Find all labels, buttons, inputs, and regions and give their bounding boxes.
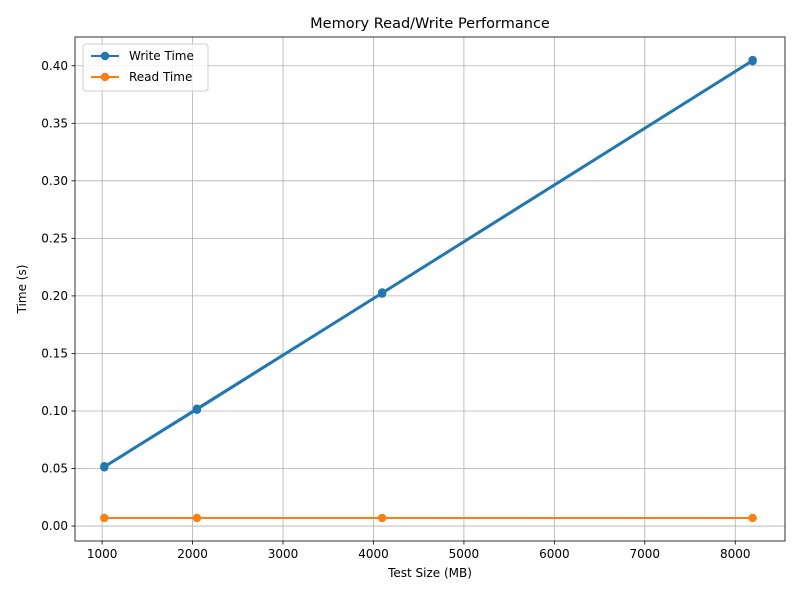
data-point bbox=[377, 288, 387, 297]
legend-label: Read Time bbox=[129, 70, 192, 84]
data-point bbox=[748, 55, 757, 65]
axis-ticks: 1000 2000 3000 4000 5000 6000 7000 8000 0.00 0.05… bbox=[41, 59, 750, 561]
data-point bbox=[100, 462, 109, 471]
y-tick-label: 0.00 bbox=[41, 519, 68, 533]
y-tick-label: 0.35 bbox=[41, 116, 68, 130]
x-tick-label: 2000 bbox=[177, 547, 208, 561]
x-tick-label: 3000 bbox=[268, 547, 299, 561]
y-tick-label: 0.05 bbox=[41, 462, 68, 476]
data-point bbox=[377, 513, 387, 523]
legend-item: Write Time bbox=[91, 49, 194, 63]
y-tick-label: 0.40 bbox=[41, 59, 68, 73]
y-tick-label: 0.20 bbox=[41, 289, 68, 303]
data-point bbox=[100, 513, 109, 523]
data-point bbox=[192, 513, 202, 523]
x-tick-label: 6000 bbox=[539, 547, 570, 561]
x-tick-label: 7000 bbox=[630, 547, 661, 561]
plot-frame bbox=[74, 36, 786, 542]
y-tick-label: 0.15 bbox=[41, 346, 68, 360]
data-point bbox=[748, 513, 757, 523]
chart-title: Memory Read/Write Performance bbox=[310, 16, 550, 32]
y-tick-label: 0.25 bbox=[41, 231, 68, 245]
y-axis-label: Time (s) bbox=[15, 265, 29, 315]
grid bbox=[75, 37, 785, 541]
y-tick-label: 0.10 bbox=[41, 404, 68, 418]
series-line bbox=[103, 59, 754, 469]
legend: Write Time Read Time bbox=[82, 43, 209, 92]
x-tick-label: 8000 bbox=[720, 547, 751, 561]
legend-label: Write Time bbox=[129, 49, 194, 63]
y-tick-label: 0.30 bbox=[41, 174, 68, 188]
series-write-time bbox=[100, 55, 757, 472]
x-tick-label: 4000 bbox=[358, 547, 389, 561]
series-read-time bbox=[100, 513, 757, 523]
series-group bbox=[100, 55, 757, 523]
legend-swatch-marker bbox=[100, 72, 110, 82]
x-tick-label: 1000 bbox=[87, 547, 118, 561]
legend-item: Read Time bbox=[91, 70, 192, 84]
x-tick-label: 5000 bbox=[449, 547, 480, 561]
legend-swatch-marker bbox=[100, 51, 110, 61]
x-axis-label: Test Size (MB) bbox=[387, 566, 472, 580]
data-point bbox=[192, 404, 202, 413]
